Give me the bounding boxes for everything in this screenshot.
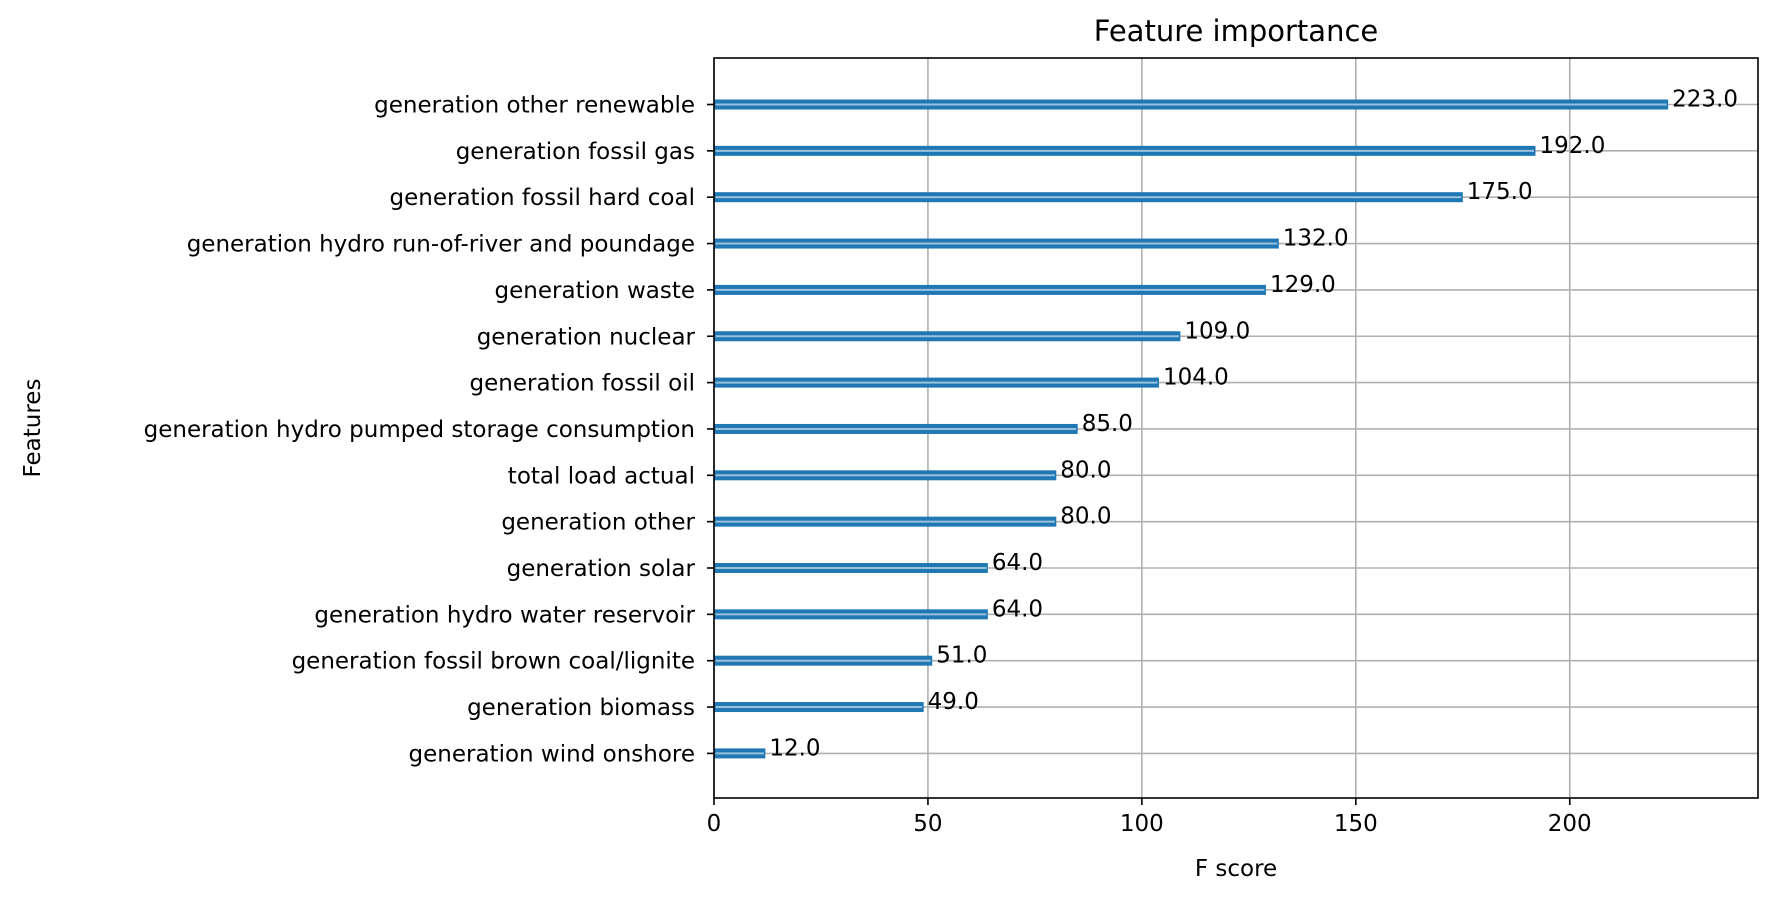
bar-value-label: 64.0: [992, 550, 1043, 576]
chart-title: Feature importance: [1094, 14, 1379, 48]
bar-highlight: [715, 103, 1667, 106]
plot-frame: [713, 57, 1759, 799]
bar-highlight: [715, 474, 1055, 477]
y-tick-label: total load actual: [508, 463, 695, 489]
y-tick-label: generation fossil gas: [456, 139, 695, 165]
bar-layer: [714, 99, 1669, 759]
bar-highlight: [715, 288, 1265, 291]
bar-highlight: [715, 149, 1535, 152]
bar-highlight: [715, 196, 1462, 199]
x-tick-label: 100: [1120, 811, 1164, 837]
y-tick-label: generation waste: [495, 278, 695, 304]
y-tick-label: generation solar: [507, 556, 696, 582]
y-tick-label: generation biomass: [467, 695, 695, 721]
bar-highlight: [715, 659, 931, 662]
bar-highlight: [715, 381, 1158, 384]
bar-value-label: 80.0: [1060, 457, 1111, 483]
x-tick-label: 0: [707, 811, 722, 837]
y-tick-label: generation fossil hard coal: [390, 185, 695, 211]
bar-value-label: 192.0: [1540, 133, 1606, 159]
bar-value-label: 51.0: [936, 643, 987, 669]
y-tick-label: generation other: [501, 510, 695, 536]
bar-highlight: [715, 567, 987, 569]
y-tick-label: generation other renewable: [374, 93, 695, 119]
bar-value-label: 175.0: [1467, 179, 1533, 205]
y-tick-label: generation fossil brown coal/lignite: [292, 649, 695, 675]
bar-highlight: [715, 242, 1278, 245]
bar-highlight: [715, 520, 1055, 523]
y-tick-label: generation hydro pumped storage consumpt…: [144, 417, 695, 443]
bar-value-label: 132.0: [1283, 226, 1349, 252]
label-layer: 0 50 100 150 200 generation other renewable 22…: [144, 87, 1738, 838]
bar-value-label: 85.0: [1082, 411, 1133, 437]
y-tick-label: generation wind onshore: [409, 741, 695, 767]
y-tick-label: generation nuclear: [477, 324, 696, 350]
tick-layer: [707, 103, 1571, 805]
bar-highlight: [715, 706, 923, 709]
bar-highlight: [715, 335, 1179, 338]
bar-value-label: 223.0: [1672, 87, 1738, 113]
x-axis-label: F score: [1195, 856, 1277, 882]
y-axis-label: Features: [20, 379, 46, 478]
bar-value-label: 64.0: [992, 596, 1043, 622]
bar-highlight: [715, 752, 764, 755]
x-tick-label: 200: [1548, 811, 1592, 837]
x-tick-label: 50: [913, 811, 942, 837]
bar-value-label: 129.0: [1270, 272, 1336, 298]
bar-value-label: 104.0: [1163, 365, 1229, 391]
y-tick-label: generation fossil oil: [470, 371, 695, 397]
bar-value-label: 49.0: [928, 689, 979, 715]
y-tick-label: generation hydro water reservoir: [314, 602, 695, 628]
y-tick-label: generation hydro run-of-river and pounda…: [187, 232, 695, 258]
bar-value-label: 12.0: [769, 735, 820, 761]
x-tick-label: 150: [1334, 811, 1378, 837]
bar-value-label: 109.0: [1184, 318, 1250, 344]
bar-value-label: 80.0: [1060, 504, 1111, 530]
bar-highlight: [715, 427, 1077, 430]
bar-highlight: [715, 613, 987, 616]
